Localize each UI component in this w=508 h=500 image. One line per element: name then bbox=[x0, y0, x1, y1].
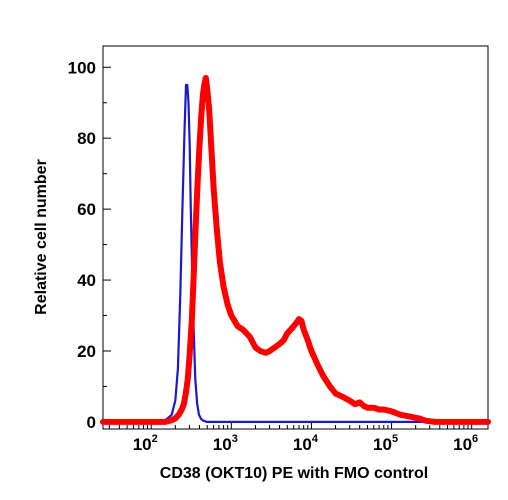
fmo-control-line bbox=[101, 83, 490, 423]
y-tick-label: 40 bbox=[77, 271, 96, 290]
x-tick-label-base: 10 bbox=[213, 435, 232, 454]
x-tick-label: 106 bbox=[453, 433, 478, 454]
x-tick-label-base: 10 bbox=[293, 435, 312, 454]
x-tick-label-exp: 2 bbox=[152, 433, 158, 445]
x-tick-label-exp: 6 bbox=[472, 433, 478, 445]
x-tick-label-base: 10 bbox=[133, 435, 152, 454]
x-tick-label-exp: 3 bbox=[232, 433, 238, 445]
x-tick-label-exp: 4 bbox=[312, 433, 319, 445]
series-layer bbox=[100, 74, 491, 425]
major-ticks bbox=[103, 66, 473, 429]
x-tick-label: 103 bbox=[213, 433, 238, 454]
y-axis-title: Relative cell number bbox=[33, 159, 50, 315]
x-tick-label: 104 bbox=[293, 433, 319, 454]
x-axis-title: CD38 (OKT10) PE with FMO control bbox=[160, 465, 428, 482]
y-tick-label: 20 bbox=[77, 342, 96, 361]
x-tick-label-exp: 5 bbox=[392, 433, 398, 445]
cd38-histogram-line bbox=[100, 74, 491, 425]
y-tick-label: 100 bbox=[68, 58, 96, 77]
x-tick-label: 102 bbox=[133, 433, 158, 454]
minor-ticks bbox=[103, 102, 469, 429]
y-tick-label: 80 bbox=[77, 129, 96, 148]
y-tick-labels: 0 20 40 60 80 100 bbox=[68, 58, 96, 432]
y-tick-label: 0 bbox=[87, 413, 96, 432]
y-tick-label: 60 bbox=[77, 200, 96, 219]
x-tick-label: 105 bbox=[373, 433, 398, 454]
x-tick-labels: 102 103 104 105 106 bbox=[133, 433, 478, 454]
plot-frame bbox=[102, 45, 489, 430]
x-tick-label-base: 10 bbox=[373, 435, 392, 454]
x-tick-label-base: 10 bbox=[453, 435, 472, 454]
